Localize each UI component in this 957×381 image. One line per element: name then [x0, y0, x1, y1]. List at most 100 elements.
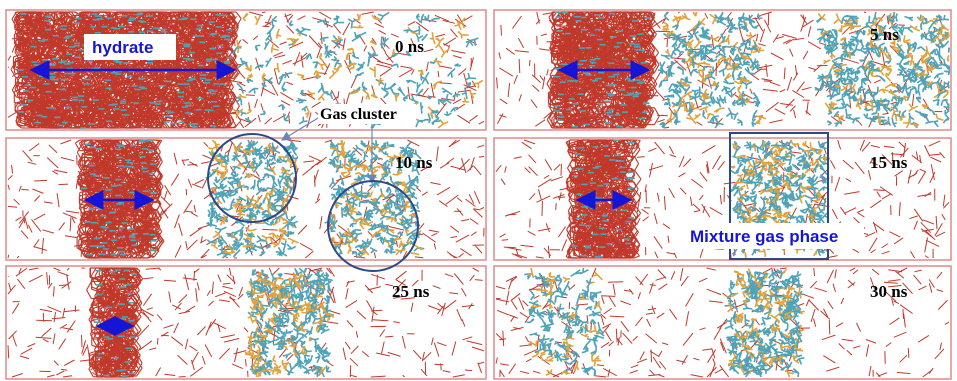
bond-stroke — [242, 38, 249, 44]
bond-stroke — [257, 114, 261, 122]
bond-stroke — [245, 94, 255, 96]
bond-stroke — [252, 35, 259, 41]
bond-stroke — [274, 54, 286, 59]
bond-stroke — [463, 72, 468, 86]
bond-stroke — [234, 105, 240, 114]
bond-stroke — [426, 61, 429, 72]
bond-stroke — [371, 85, 375, 95]
bond-stroke — [435, 33, 446, 38]
bond-stroke — [297, 15, 306, 21]
bond-stroke — [288, 41, 304, 49]
bond-stroke — [469, 57, 474, 71]
bond-stroke — [286, 81, 294, 86]
bond-stroke — [423, 48, 434, 53]
bond-stroke — [469, 114, 478, 122]
bond-stroke — [342, 38, 346, 51]
bond-stroke — [286, 25, 295, 34]
bond-stroke — [361, 11, 374, 15]
bond-stroke — [453, 91, 457, 101]
bond-stroke — [300, 55, 304, 68]
bond-stroke — [286, 14, 294, 23]
bond-stroke — [363, 45, 368, 52]
bond-stroke — [264, 21, 272, 27]
bond-stroke — [284, 13, 292, 18]
bond-stroke — [439, 82, 452, 85]
bond-stroke — [436, 102, 447, 116]
bond-stroke — [437, 70, 440, 77]
bond-stroke — [308, 35, 321, 48]
bond-stroke — [374, 22, 385, 28]
bond-stroke — [280, 100, 291, 106]
bond-stroke — [478, 120, 485, 125]
bond-stroke — [421, 18, 437, 22]
bond-stroke — [262, 11, 266, 14]
bond-stroke — [430, 82, 435, 98]
bond-stroke — [21, 97, 26, 104]
bond-stroke — [390, 33, 399, 38]
bond-stroke — [108, 109, 113, 116]
bond-stroke — [455, 103, 466, 111]
bond-stroke — [272, 51, 283, 57]
bond-stroke — [371, 37, 377, 45]
bond-stroke — [319, 11, 332, 20]
bond-stroke — [282, 59, 292, 65]
bond-stroke — [279, 41, 287, 45]
bond-stroke — [379, 67, 392, 77]
bond-stroke — [442, 43, 449, 47]
bond-stroke — [353, 18, 361, 24]
bond-stroke — [288, 114, 291, 124]
bond-stroke — [306, 124, 309, 129]
bond-stroke — [311, 101, 321, 108]
bond-stroke — [333, 23, 342, 34]
bond-stroke — [255, 57, 261, 71]
bond-stroke — [262, 25, 270, 28]
bond-stroke — [239, 122, 245, 129]
bond-stroke — [267, 14, 272, 24]
bond-stroke — [316, 46, 322, 59]
bond-stroke — [439, 65, 452, 69]
bond-stroke — [407, 21, 416, 26]
bond-stroke — [249, 11, 263, 17]
bond-stroke — [458, 68, 467, 76]
bond-stroke — [457, 89, 471, 93]
bond-stroke — [443, 37, 457, 46]
bond-stroke — [371, 55, 384, 64]
bond-stroke — [410, 69, 415, 75]
bond-stroke — [238, 117, 251, 124]
bond-stroke — [305, 92, 316, 100]
bond-stroke — [285, 71, 290, 79]
bond-stroke — [453, 55, 462, 59]
bond-stroke — [384, 43, 390, 50]
bond-stroke — [235, 11, 242, 19]
bond-stroke — [400, 65, 413, 69]
bond-stroke — [422, 87, 429, 96]
bond-stroke — [415, 21, 429, 32]
bond-stroke — [323, 63, 331, 76]
bond-stroke — [457, 114, 471, 124]
bond-stroke — [451, 50, 466, 54]
bond-stroke — [260, 103, 264, 111]
bond-stroke — [337, 91, 340, 99]
bond-stroke — [332, 96, 339, 101]
bond-stroke — [398, 68, 413, 78]
bond-stroke — [324, 18, 329, 28]
bond-stroke — [271, 84, 279, 97]
bond-stroke — [342, 22, 351, 36]
bond-stroke — [450, 28, 458, 38]
bond-stroke — [273, 68, 279, 85]
bond-stroke — [407, 86, 411, 100]
bond-stroke — [280, 91, 294, 101]
bond-stroke — [410, 38, 417, 50]
bond-stroke — [264, 21, 272, 25]
bond-stroke — [254, 98, 258, 108]
bond-stroke — [378, 29, 387, 35]
bond-stroke — [261, 87, 276, 96]
bond-stroke — [238, 82, 246, 87]
bond-stroke — [376, 63, 391, 69]
bond-stroke — [434, 14, 449, 22]
bond-stroke — [361, 96, 364, 103]
bond-stroke — [294, 51, 301, 66]
bond-stroke — [244, 117, 257, 128]
bond-stroke — [442, 19, 456, 24]
bond-stroke — [302, 76, 317, 81]
